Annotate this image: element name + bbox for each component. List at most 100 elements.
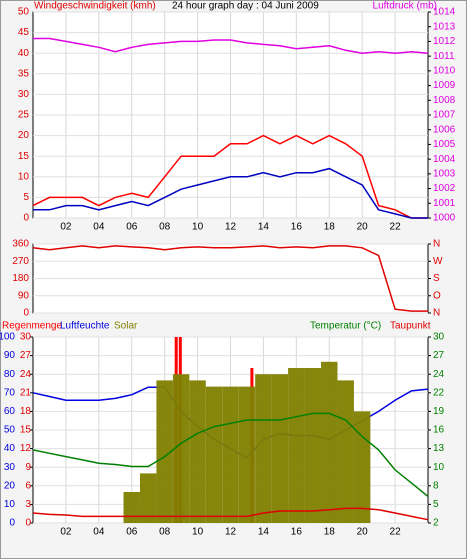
- x-tick-label: 20: [357, 527, 369, 538]
- y-tick-label: 0: [9, 518, 15, 529]
- bar: [353, 411, 371, 523]
- x-tick-label: 22: [390, 527, 402, 538]
- y2-tick-label: 13: [433, 443, 445, 454]
- y-tick-label: 25: [18, 110, 30, 121]
- y3-tick-label: 9: [25, 462, 31, 473]
- x-tick-label: 18: [324, 222, 336, 233]
- y2-tick-label: S: [433, 273, 440, 284]
- y-tick-label: 5: [23, 192, 29, 203]
- y2-tick-label: W: [433, 256, 443, 267]
- x-tick-label: 06: [126, 527, 138, 538]
- y2-tick-label: 1005: [433, 139, 456, 150]
- y-tick-label: 180: [12, 273, 29, 284]
- bar: [321, 361, 338, 523]
- bar: [288, 368, 305, 523]
- y3-tick-label: 3: [25, 499, 31, 510]
- x-tick-label: 08: [159, 222, 171, 233]
- y-tick-label: 100: [0, 332, 15, 343]
- x-tick-label: 18: [324, 527, 336, 538]
- x-tick-label: 16: [291, 222, 303, 233]
- wind-label: Windgeschwindigkeit (kmh): [34, 1, 156, 12]
- bar: [222, 386, 239, 523]
- series-line: [32, 134, 428, 219]
- x-tick-label: 12: [225, 527, 237, 538]
- y2-tick-label: 5: [433, 499, 439, 510]
- bar: [238, 386, 256, 523]
- y2-tick-label: 1000: [433, 213, 456, 224]
- y2-tick-label: 16: [433, 425, 445, 436]
- bar: [304, 368, 322, 523]
- y2-tick-label: 24: [433, 369, 445, 380]
- x-tick-label: 10: [192, 222, 204, 233]
- x-tick-label: 14: [258, 527, 270, 538]
- y-tick-label: 40: [18, 48, 30, 59]
- y2-tick-label: 1008: [433, 95, 456, 106]
- y3-tick-label: 12: [20, 443, 32, 454]
- y-tick-label: 60: [4, 406, 16, 417]
- y-tick-label: 90: [4, 350, 16, 361]
- legend-label: Luftfeuchte: [60, 321, 110, 332]
- y3-tick-label: 18: [20, 406, 32, 417]
- y-tick-label: 80: [4, 369, 16, 380]
- y2-tick-label: 1014: [433, 7, 456, 18]
- bar: [337, 380, 354, 523]
- x-tick-label: 22: [390, 222, 402, 233]
- legend-label: Temperatur (°C): [310, 321, 381, 332]
- y2-tick-label: 1010: [433, 65, 456, 76]
- x-tick-label: 02: [60, 527, 72, 538]
- bar: [271, 374, 289, 523]
- y-tick-label: 10: [4, 499, 16, 510]
- y2-tick-label: 30: [433, 332, 445, 343]
- bar: [139, 473, 157, 523]
- y3-tick-label: 30: [20, 332, 32, 343]
- bar: [172, 374, 190, 523]
- y-tick-label: 45: [18, 27, 30, 38]
- y3-tick-label: 24: [20, 369, 32, 380]
- x-tick-label: 02: [60, 222, 72, 233]
- y2-tick-label: 1003: [433, 168, 456, 179]
- y-tick-label: 35: [18, 68, 30, 79]
- x-tick-label: 04: [93, 527, 105, 538]
- legend-label: Solar: [114, 321, 138, 332]
- x-tick-label: 04: [93, 222, 105, 233]
- y-tick-label: 40: [4, 443, 16, 454]
- y2-tick-label: 1013: [433, 21, 456, 32]
- y2-tick-label: 1009: [433, 80, 456, 91]
- bar: [156, 380, 173, 523]
- bar: [205, 386, 223, 523]
- y-tick-label: 10: [18, 171, 30, 182]
- y2-tick-label: 1004: [433, 154, 456, 165]
- y3-tick-label: 0: [25, 518, 31, 529]
- y-tick-label: 30: [4, 462, 16, 473]
- y2-tick-label: N: [433, 308, 440, 319]
- x-tick-label: 08: [159, 527, 171, 538]
- y2-tick-label: 10: [433, 462, 445, 473]
- y-tick-label: 0: [23, 213, 29, 224]
- y2-tick-label: 8: [433, 480, 439, 491]
- y-tick-label: 270: [12, 256, 29, 267]
- x-tick-label: 16: [291, 527, 303, 538]
- y-tick-label: 0: [23, 308, 29, 319]
- series-line: [33, 167, 428, 219]
- series-line: [32, 245, 428, 312]
- y-tick-label: 15: [18, 151, 30, 162]
- x-tick-label: 06: [126, 222, 138, 233]
- y2-tick-label: 27: [433, 350, 445, 361]
- y2-tick-label: 1001: [433, 198, 456, 209]
- y2-tick-label: 22: [433, 387, 445, 398]
- y2-tick-label: 1012: [433, 36, 456, 47]
- pressure-label: Luftdruck (mb): [373, 1, 437, 12]
- x-tick-label: 10: [192, 527, 204, 538]
- legend-label: Taupunkt: [390, 321, 431, 332]
- y3-tick-label: 27: [20, 350, 32, 361]
- legend-label: Regenmenge: [2, 321, 62, 332]
- bar: [189, 380, 206, 523]
- series-line: [33, 37, 429, 54]
- y3-tick-label: 15: [20, 425, 32, 436]
- y-tick-label: 50: [4, 425, 16, 436]
- y2-tick-label: 1007: [433, 110, 456, 121]
- chart-title: 24 hour graph day : 04 Juni 2009: [172, 1, 319, 12]
- x-tick-label: 20: [357, 222, 369, 233]
- bar: [123, 492, 140, 523]
